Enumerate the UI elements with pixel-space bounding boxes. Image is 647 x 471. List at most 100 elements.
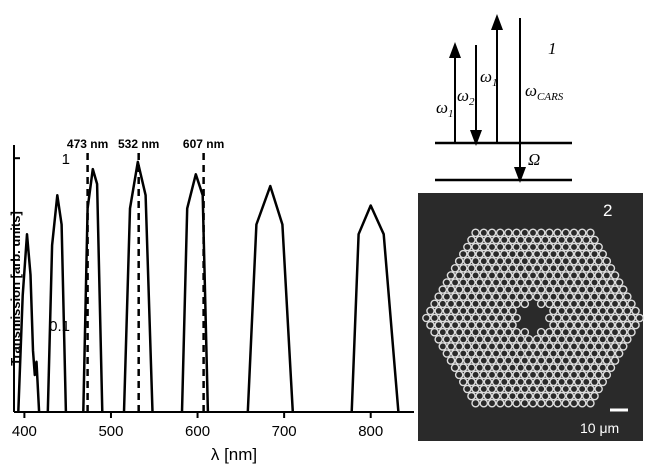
capillary [467, 320, 476, 330]
capillary [586, 313, 595, 323]
capillary [582, 334, 591, 344]
capillary [590, 349, 599, 358]
capillary [528, 384, 538, 394]
capillary [598, 292, 608, 302]
capillary [577, 370, 587, 380]
capillary [614, 292, 624, 302]
capillary [590, 334, 599, 344]
capillary [438, 299, 448, 309]
capillary [586, 228, 595, 238]
capillary [573, 306, 583, 316]
capillary [561, 285, 571, 294]
capillary [614, 349, 624, 358]
capillary [524, 249, 534, 259]
capillary [536, 285, 546, 294]
capillary [479, 228, 489, 238]
x-axis-label: λ [nm] [211, 445, 257, 464]
capillary [430, 299, 439, 309]
capillary [549, 349, 558, 358]
capillary [553, 327, 562, 337]
y-tick-label: 0.1 [49, 318, 70, 335]
capillary [495, 285, 505, 294]
capillary [471, 398, 480, 408]
capillary [520, 228, 530, 238]
capillary [536, 370, 546, 380]
capillary [573, 377, 583, 387]
capillary [606, 263, 616, 273]
capillary [463, 271, 472, 280]
capillary [508, 377, 517, 387]
capillary [483, 292, 493, 302]
capillary [499, 306, 509, 316]
capillary [483, 263, 493, 273]
capillary [602, 285, 612, 294]
capillary [463, 370, 472, 380]
capillary [553, 228, 562, 238]
capillary [454, 313, 464, 323]
capillary [577, 342, 587, 351]
capillary [590, 249, 599, 259]
capillary [520, 271, 530, 280]
capillary [569, 342, 579, 351]
capillary [532, 334, 542, 344]
capillary [504, 327, 513, 337]
capillary [467, 306, 476, 316]
capillary [442, 278, 452, 287]
capillary [569, 271, 579, 280]
capillary [614, 334, 624, 344]
capillary [536, 342, 546, 351]
capillary [573, 278, 583, 287]
capillary [504, 228, 513, 238]
capillary [454, 256, 464, 266]
capillary [450, 320, 460, 330]
capillary [475, 377, 485, 387]
capillary [577, 384, 587, 394]
capillary [577, 327, 587, 337]
data-line [17, 160, 400, 413]
capillary [458, 349, 468, 358]
capillary [499, 249, 509, 259]
capillary [528, 370, 538, 380]
capillary [557, 278, 567, 287]
capillary [479, 370, 489, 380]
capillary [483, 306, 493, 316]
capillary [430, 313, 439, 323]
capillary [512, 384, 521, 394]
capillary [561, 299, 571, 309]
capillary [491, 263, 501, 273]
capillary [479, 313, 489, 323]
capillary [532, 349, 542, 358]
capillary [545, 271, 554, 280]
capillary [586, 271, 595, 280]
capillary [471, 384, 480, 394]
capillary [569, 242, 579, 252]
capillary [594, 327, 603, 337]
symbol: ω [525, 81, 537, 100]
capillary [623, 292, 632, 302]
capillary [541, 249, 550, 259]
capillary [549, 363, 558, 373]
capillary [610, 271, 620, 280]
capillary [573, 391, 583, 401]
capillary [487, 398, 497, 408]
capillary [426, 320, 435, 330]
capillary [618, 285, 628, 294]
capillary [545, 370, 554, 380]
capillary [499, 363, 509, 373]
capillary [594, 342, 603, 351]
capillary [458, 278, 468, 287]
capillary [565, 349, 575, 358]
capillary [582, 363, 591, 373]
capillary [536, 384, 546, 394]
capillary [463, 356, 472, 365]
capillary [438, 313, 448, 323]
capillary [586, 242, 595, 252]
capillary [491, 235, 501, 245]
capillary [520, 285, 530, 294]
capillary [471, 271, 480, 280]
capillary [520, 242, 530, 252]
capillary [524, 263, 534, 273]
capillary [442, 349, 452, 358]
capillary [541, 391, 550, 401]
capillary [553, 398, 562, 408]
